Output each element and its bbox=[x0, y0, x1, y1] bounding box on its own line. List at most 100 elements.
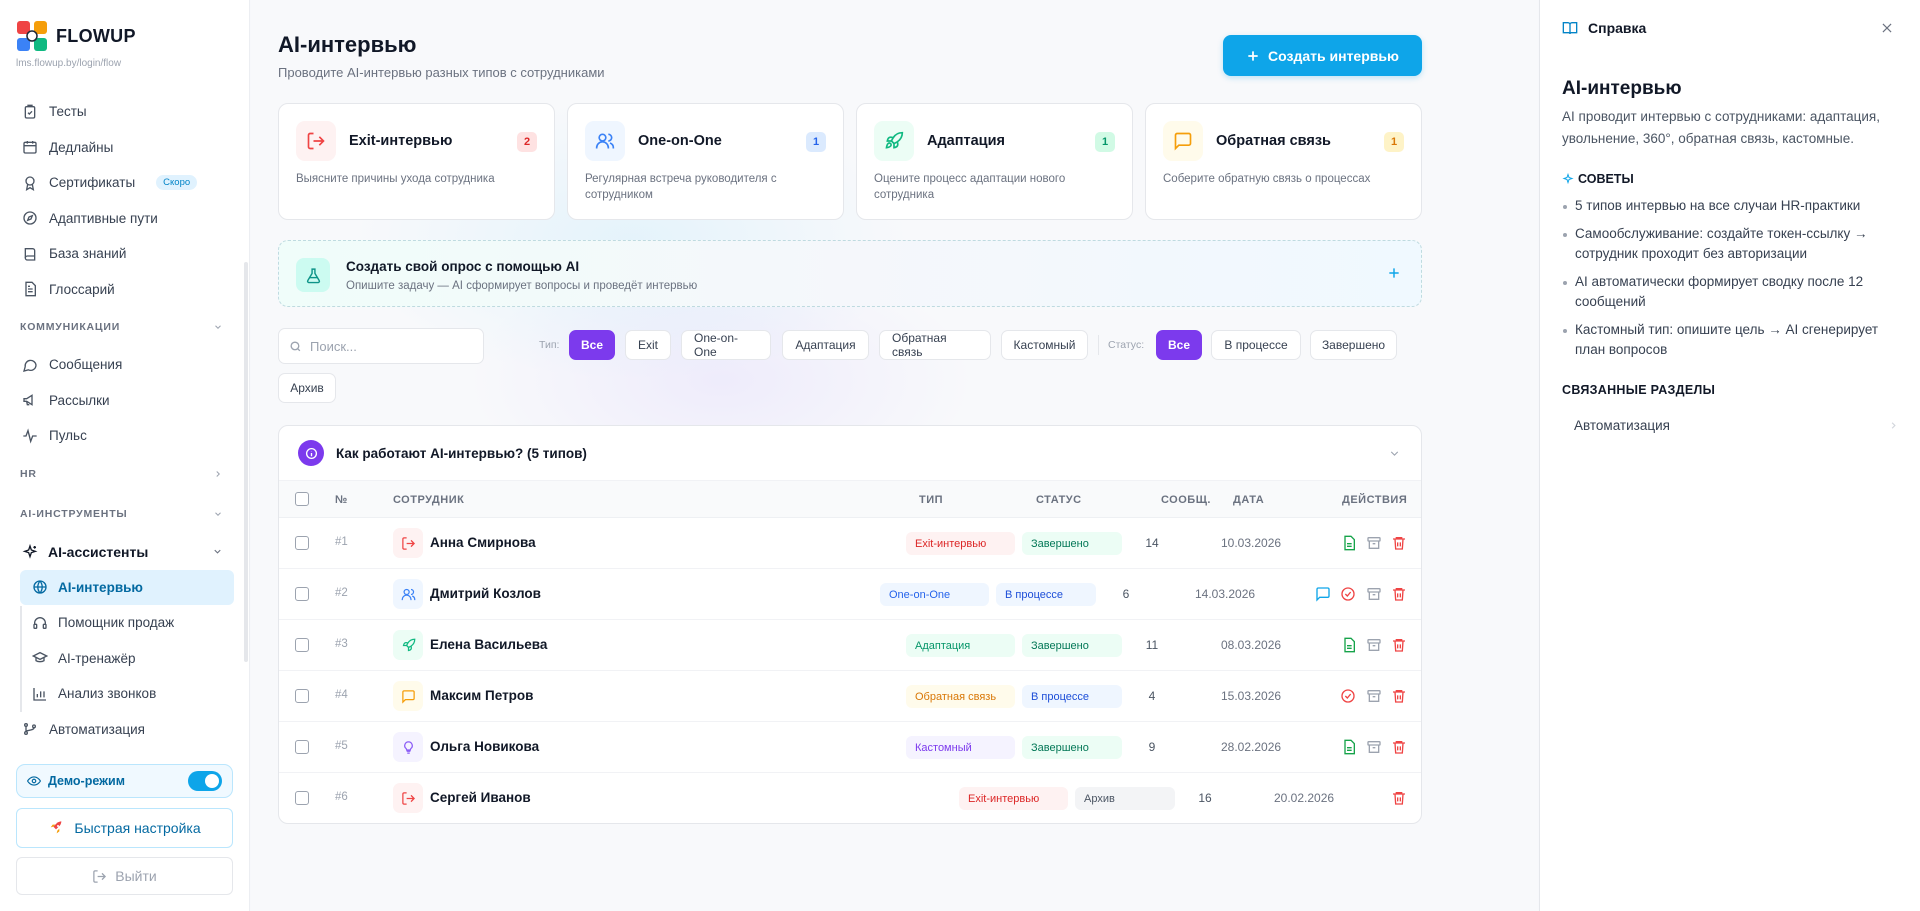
sidebar-item-certificates[interactable]: Сертификаты Скоро bbox=[0, 165, 249, 201]
related-link-automation[interactable]: Автоматизация bbox=[1562, 412, 1899, 438]
filter-status-in-progress[interactable]: В процессе bbox=[1211, 330, 1301, 360]
logout-button[interactable]: Выйти bbox=[16, 857, 233, 895]
report-icon[interactable] bbox=[1341, 637, 1357, 653]
sidebar-item-adaptive-paths[interactable]: Адаптивные пути bbox=[0, 201, 249, 237]
sidebar-item-mailings[interactable]: Рассылки bbox=[0, 383, 249, 419]
table-row[interactable]: #6 Сергей Иванов Exit-интервью Архив 16 … bbox=[279, 773, 1421, 823]
search-field[interactable] bbox=[278, 328, 484, 364]
message-count: 16 bbox=[1198, 791, 1212, 805]
filter-type-custom[interactable]: Кастомный bbox=[1001, 330, 1088, 360]
type-pill: One-on-One bbox=[880, 583, 989, 606]
filter-status-archive[interactable]: Архив bbox=[278, 373, 336, 403]
archive-icon[interactable] bbox=[1366, 535, 1382, 551]
row-checkbox[interactable] bbox=[295, 638, 309, 652]
complete-icon[interactable] bbox=[1340, 688, 1356, 704]
search-input[interactable] bbox=[310, 338, 470, 354]
close-icon[interactable] bbox=[1880, 21, 1894, 35]
create-interview-button[interactable]: Создать интервью bbox=[1223, 35, 1422, 76]
card-one-on-one[interactable]: One-on-One 1 Регулярная встреча руководи… bbox=[567, 103, 844, 220]
sidebar-item-messages[interactable]: Сообщения bbox=[0, 347, 249, 383]
type-pill: Exit-интервью bbox=[906, 532, 1015, 555]
trash-icon[interactable] bbox=[1391, 586, 1407, 602]
demo-mode-toggle[interactable]: Демо-режим bbox=[16, 764, 233, 798]
complete-icon[interactable] bbox=[1340, 586, 1356, 602]
row-number: #2 bbox=[335, 587, 348, 599]
git-branch-icon bbox=[24, 723, 36, 736]
plus-icon[interactable] bbox=[1387, 266, 1401, 280]
row-checkbox[interactable] bbox=[295, 689, 309, 703]
sidebar-group-ai-assistants[interactable]: AI-ассистенты bbox=[0, 534, 249, 570]
employee-name[interactable]: Анна Смирнова bbox=[430, 535, 536, 550]
page-subtitle: Проводите AI-интервью разных типов с сот… bbox=[278, 65, 605, 80]
filter-type-all[interactable]: Все bbox=[569, 330, 615, 360]
trash-icon[interactable] bbox=[1391, 739, 1407, 755]
section-label: КОММУНИКАЦИИ bbox=[20, 321, 121, 333]
table-row[interactable]: #1 Анна Смирнова Exit-интервью Завершено… bbox=[279, 518, 1421, 569]
archive-icon[interactable] bbox=[1366, 637, 1382, 653]
section-ai-tools[interactable]: AI-ИНСТРУМЕНТЫ bbox=[0, 494, 249, 534]
report-icon[interactable] bbox=[1341, 535, 1357, 551]
row-checkbox[interactable] bbox=[295, 536, 309, 550]
filter-type-exit[interactable]: Exit bbox=[625, 330, 671, 360]
quick-setup-button[interactable]: Быстрая настройка bbox=[16, 808, 233, 848]
card-count: 1 bbox=[1095, 132, 1115, 152]
employee-name[interactable]: Сергей Иванов bbox=[430, 790, 531, 805]
table-row[interactable]: #3 Елена Васильева Адаптация Завершено 1… bbox=[279, 620, 1421, 671]
card-count: 1 bbox=[806, 132, 826, 152]
filter-type-feedback[interactable]: Обратная связь bbox=[879, 330, 991, 360]
filter-status-completed[interactable]: Завершено bbox=[1310, 330, 1397, 360]
table-row[interactable]: #5 Ольга Новикова Кастомный Завершено 9 … bbox=[279, 722, 1421, 773]
filter-type-one-on-one[interactable]: One-on-One bbox=[681, 330, 771, 360]
row-checkbox[interactable] bbox=[295, 740, 309, 754]
row-checkbox[interactable] bbox=[295, 587, 309, 601]
employee-name[interactable]: Дмитрий Козлов bbox=[430, 586, 541, 601]
sidebar-item-ai-trainer[interactable]: AI-тренажёр bbox=[20, 641, 234, 677]
column-type: ТИП bbox=[919, 494, 944, 506]
trash-icon[interactable] bbox=[1391, 688, 1407, 704]
logo[interactable]: FLOWUP bbox=[16, 20, 136, 52]
sidebar-item-tests[interactable]: Тесты bbox=[0, 94, 249, 130]
sidebar-item-sales-assistant[interactable]: Помощник продаж bbox=[20, 605, 234, 641]
report-icon[interactable] bbox=[1341, 739, 1357, 755]
archive-icon[interactable] bbox=[1366, 688, 1382, 704]
row-checkbox[interactable] bbox=[295, 791, 309, 805]
card-icon-box bbox=[874, 121, 914, 161]
table-row[interactable]: #4 Максим Петров Обратная связь В процес… bbox=[279, 671, 1421, 722]
card-adaptation[interactable]: Адаптация 1 Оцените процесс адаптации но… bbox=[856, 103, 1133, 220]
sidebar-item-deadlines[interactable]: Дедлайны bbox=[0, 130, 249, 166]
table-row[interactable]: #2 Дмитрий Козлов One-on-One В процессе … bbox=[279, 569, 1421, 620]
sidebar-item-call-analysis[interactable]: Анализ звонков bbox=[20, 676, 234, 712]
employee-name[interactable]: Максим Петров bbox=[430, 688, 534, 703]
chat-icon[interactable] bbox=[1315, 586, 1331, 602]
card-exit-interview[interactable]: Exit-интервью 2 Выясните причины ухода с… bbox=[278, 103, 555, 220]
card-feedback[interactable]: Обратная связь 1 Соберите обратную связь… bbox=[1145, 103, 1422, 220]
sidebar-item-pulse[interactable]: Пульс bbox=[0, 418, 249, 454]
sidebar-item-glossary[interactable]: Глоссарий bbox=[0, 272, 249, 308]
sidebar-item-label: AI-интервью bbox=[58, 579, 143, 595]
trash-icon[interactable] bbox=[1391, 790, 1407, 806]
how-it-works-accordion[interactable]: Как работают AI-интервью? (5 типов) bbox=[279, 426, 1421, 481]
chevron-down-icon bbox=[1390, 450, 1399, 456]
sidebar-item-ai-interview[interactable]: AI-интервью bbox=[20, 569, 234, 605]
trash-icon[interactable] bbox=[1391, 535, 1407, 551]
card-count: 2 bbox=[517, 132, 537, 152]
sidebar-item-automation[interactable]: Автоматизация bbox=[0, 712, 249, 748]
archive-icon[interactable] bbox=[1366, 586, 1382, 602]
trash-icon[interactable] bbox=[1391, 637, 1407, 653]
tip-item: Кастомный тип: опишите цель → AI сгенери… bbox=[1562, 320, 1902, 360]
sidebar: FLOWUP lms.flowup.by/login/flow Тесты Де… bbox=[0, 0, 250, 911]
row-date: 28.02.2026 bbox=[1221, 740, 1282, 754]
create-custom-survey[interactable]: Создать свой опрос с помощью AI Опишите … bbox=[278, 240, 1422, 307]
sidebar-item-knowledge-base[interactable]: База знаний bbox=[0, 236, 249, 272]
employee-name[interactable]: Елена Васильева bbox=[430, 637, 548, 652]
section-hr[interactable]: HR bbox=[0, 454, 249, 494]
filter-type-adaptation[interactable]: Адаптация bbox=[782, 330, 869, 360]
section-communications[interactable]: КОММУНИКАЦИИ bbox=[0, 307, 249, 347]
archive-icon[interactable] bbox=[1366, 739, 1382, 755]
select-all-checkbox[interactable] bbox=[295, 492, 309, 506]
employee-name[interactable]: Ольга Новикова bbox=[430, 739, 540, 754]
filter-status-all[interactable]: Все bbox=[1156, 330, 1202, 360]
sidebar-scrollbar[interactable] bbox=[244, 262, 248, 662]
sidebar-item-label: Тесты bbox=[49, 104, 87, 120]
demo-mode-switch[interactable] bbox=[188, 771, 222, 791]
